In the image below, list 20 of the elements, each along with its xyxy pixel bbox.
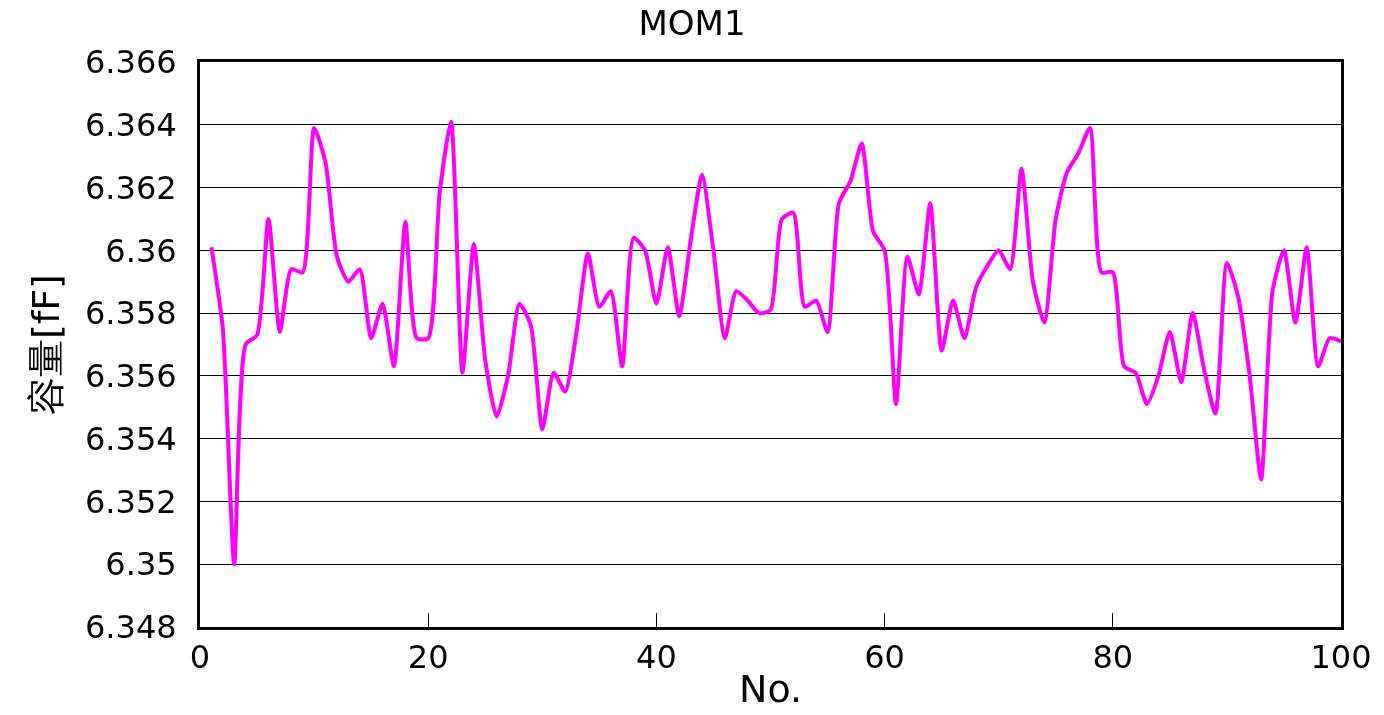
y-tick-label: 6.358: [84, 294, 177, 333]
y-tick-label: 6.356: [84, 357, 177, 396]
y-tick-label: 6.36: [105, 231, 177, 270]
y-tick-label: 6.35: [105, 545, 177, 584]
line-series: [209, 119, 1341, 567]
x-tick-label: 20: [407, 638, 449, 677]
x-tick-label: 60: [864, 638, 905, 677]
x-tick-label: 80: [1092, 638, 1134, 677]
y-tick-label: 6.352: [84, 482, 177, 521]
x-axis-title: No.: [738, 666, 803, 711]
x-tick-label: 40: [636, 638, 677, 677]
y-tick-label: 6.362: [84, 168, 177, 207]
y-tick-label: 6.366: [84, 43, 177, 82]
y-axis-title: 容量[fF]: [24, 274, 69, 415]
y-tick-label: 6.354: [84, 419, 177, 458]
chart-title: MOM1: [638, 2, 746, 43]
y-tick-label: 6.348: [84, 608, 177, 647]
x-tick-label: 0: [189, 638, 211, 677]
x-tick-label: 100: [1310, 638, 1372, 677]
y-tick-label: 6.364: [84, 105, 177, 144]
